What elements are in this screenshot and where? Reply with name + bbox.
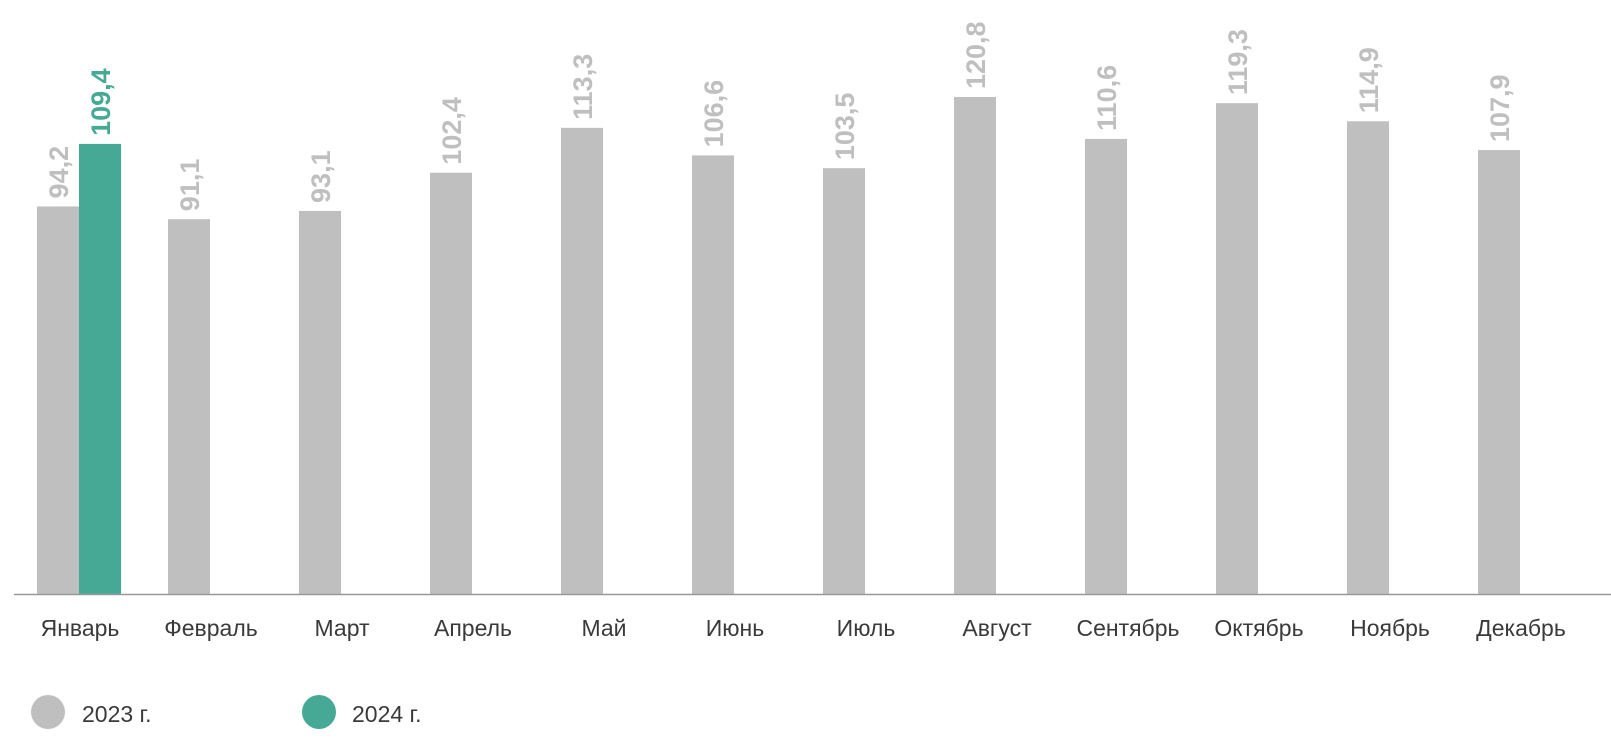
bar-2024-1 [79, 143, 121, 594]
value-label-2023-6: 106,6 [699, 80, 729, 148]
bar-2023-1 [37, 206, 79, 595]
value-label-2023-3: 93,1 [306, 150, 336, 203]
value-label-2023-4: 102,4 [437, 97, 467, 165]
value-label-2023-12: 107,9 [1485, 74, 1515, 142]
legend-label-2023: 2023 г. [82, 701, 152, 727]
value-label-2023-8: 120,8 [961, 21, 991, 89]
bar-2023-11 [1347, 121, 1389, 594]
category-label-9: Сентябрь [1076, 615, 1179, 641]
bar-2023-6 [692, 155, 734, 594]
category-label-5: Май [581, 615, 626, 641]
category-label-1: Январь [41, 615, 120, 641]
bar-2023-5 [561, 127, 603, 595]
bar-2023-3 [299, 210, 341, 594]
value-label-2023-7: 103,5 [830, 93, 860, 161]
value-label-2024-1: 109,4 [86, 68, 116, 136]
legend-swatch-2023 [31, 695, 65, 729]
value-label-2023-2: 91,1 [175, 159, 205, 212]
category-label-10: Октябрь [1214, 615, 1303, 641]
bar-2023-9 [1085, 138, 1127, 595]
category-label-8: Август [962, 615, 1032, 641]
value-label-2023-11: 114,9 [1354, 47, 1384, 113]
legend-swatch-2024 [302, 695, 336, 729]
category-label-7: Июль [837, 615, 896, 641]
value-label-2023-9: 110,6 [1092, 65, 1122, 131]
series-2024-bars [79, 143, 121, 594]
value-label-2023-1: 94,2 [44, 146, 74, 199]
bar-2023-7 [823, 168, 865, 594]
value-label-2023-10: 119,3 [1223, 29, 1253, 95]
category-label-11: Ноябрь [1350, 615, 1430, 641]
legend-item-2023[interactable]: 2023 г. [31, 695, 152, 729]
category-label-2: Февраль [164, 615, 257, 641]
series-2023-bars [37, 97, 1520, 595]
legend-label-2024: 2024 г. [352, 701, 422, 727]
category-labels: Январь Февраль Март Апрель Май Июнь Июль Август… [41, 615, 1566, 641]
legend-item-2024[interactable]: 2024 г. [302, 695, 422, 729]
bar-2023-10 [1216, 103, 1258, 594]
category-label-3: Март [314, 615, 369, 641]
category-label-6: Июнь [706, 615, 764, 641]
value-labels: 94,2 109,4 91,1 93,1 102,4 113,3 106,6 103,5 120… [44, 21, 1515, 211]
legend: 2023 г. 2024 г. [31, 695, 422, 729]
bar-2023-12 [1478, 150, 1520, 594]
value-label-2023-5: 113,3 [568, 54, 598, 120]
bar-2023-8 [954, 97, 996, 594]
bar-2023-4 [430, 172, 472, 595]
bar-2023-2 [168, 219, 210, 595]
category-label-12: Декабрь [1476, 615, 1566, 641]
category-label-4: Апрель [434, 615, 512, 641]
